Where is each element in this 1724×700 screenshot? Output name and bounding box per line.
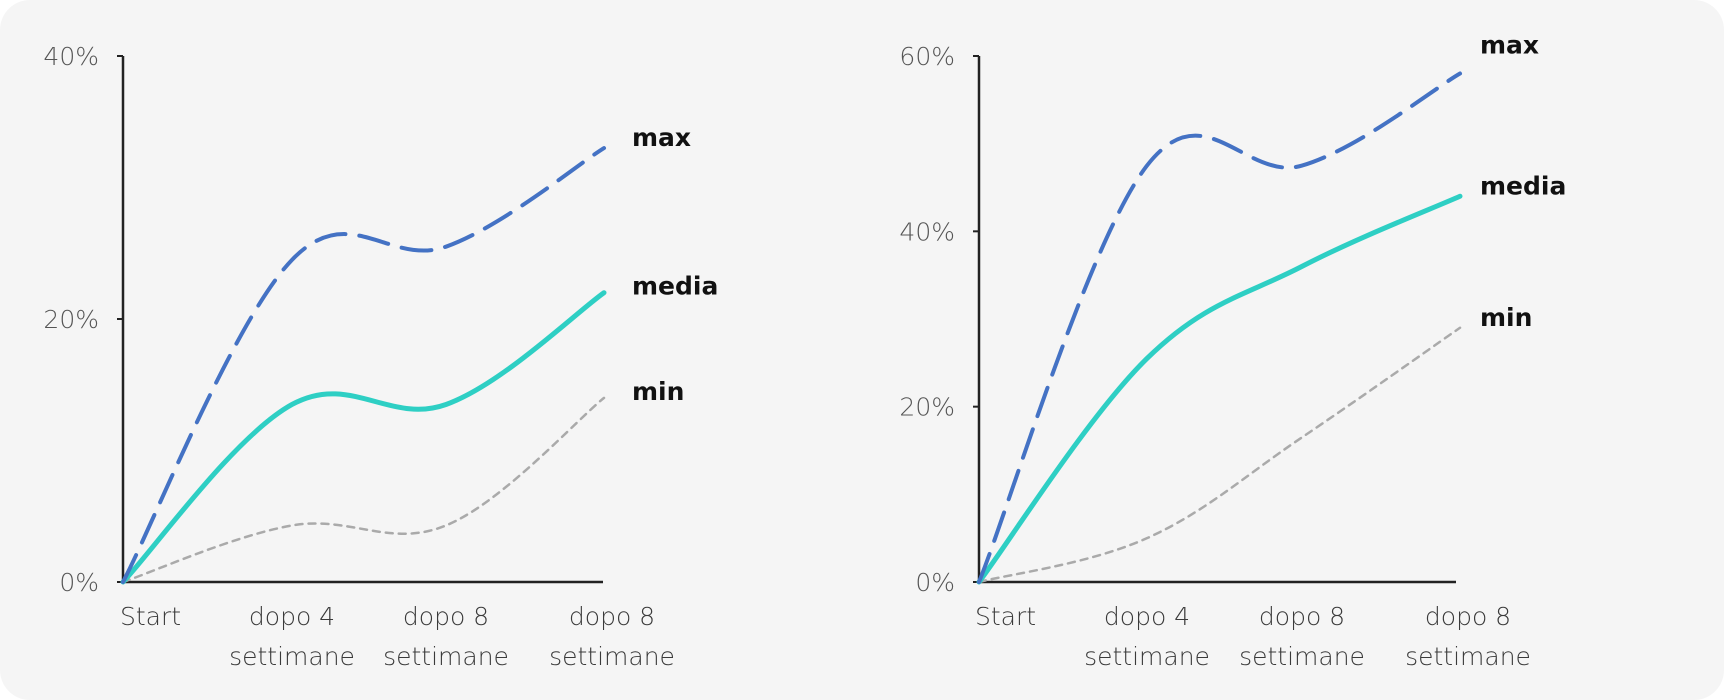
chart-1-y-tick-label: 0% [59, 568, 99, 597]
chart-2-series-label-min: min [1480, 303, 1532, 332]
chart-1-series-label-min: min [632, 377, 684, 406]
chart-1-series-label-max: max [632, 123, 691, 152]
chart-1-category-label: dopo 4 settimane [229, 602, 355, 671]
chart-1-series-label-media: media [632, 272, 718, 301]
chart-2-category-label: Start [975, 602, 1036, 631]
chart-1-category-label: dopo 8 settimane [383, 602, 509, 671]
chart-2-y-tick-label: 40% [899, 217, 955, 246]
chart-2-y-tick-label: 20% [899, 393, 955, 422]
chart-2-series-max-line [977, 71, 1462, 584]
chart-1-y-tick-label: 40% [43, 42, 99, 71]
chart-2-series-label-max: max [1480, 31, 1539, 60]
chart-1-series-media-line [120, 290, 607, 585]
chart-2-category-label: dopo 8 settimane [1239, 602, 1365, 671]
chart-2-category-label: dopo 8 settimane [1405, 602, 1531, 671]
chart-2-series-label-media: media [1480, 171, 1566, 200]
chart-2-category-label: dopo 4 settimane [1084, 602, 1210, 671]
chart-1-category-label: Start [120, 602, 181, 631]
chart-1-series-min-line [121, 396, 606, 584]
chart-1-category-label: dopo 8 settimane [549, 602, 675, 671]
chart-2-series-media-line [976, 193, 1463, 585]
chart-2-series-min-line [977, 326, 1462, 584]
chart-1-y-tick-label: 20% [43, 305, 99, 334]
chart-2-y-tick-label: 0% [915, 568, 955, 597]
chart-2-y-tick-label: 60% [899, 42, 955, 71]
chart-1-series-max-line [121, 146, 606, 584]
